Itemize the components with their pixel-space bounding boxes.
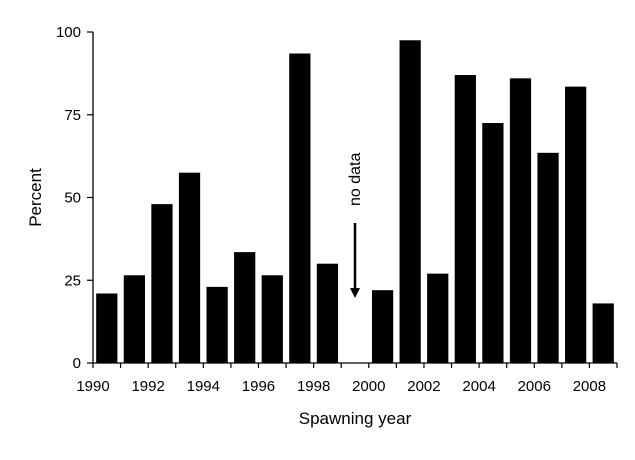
bar-1998 <box>316 263 339 363</box>
no-data-annotation: no data <box>347 153 364 206</box>
bar-2001 <box>399 40 421 363</box>
axes-layer <box>87 31 618 368</box>
bar-2000 <box>371 290 394 363</box>
x-tick-label-1996: 1996 <box>242 378 275 395</box>
bar-1992 <box>151 204 173 363</box>
x-tick-label-2004: 2004 <box>462 378 495 395</box>
x-tick-label-2006: 2006 <box>518 378 551 395</box>
bar-2006 <box>537 152 559 363</box>
annotation-layer: no data <box>347 153 364 298</box>
x-tick-label-1994: 1994 <box>187 378 220 395</box>
bars-layer <box>96 40 614 364</box>
bar-2002 <box>427 273 449 363</box>
y-axis-title: Percent <box>26 168 45 227</box>
bar-1994 <box>206 286 228 363</box>
x-tick-label-2002: 2002 <box>407 378 440 395</box>
bar-2005 <box>509 78 532 363</box>
bar-2004 <box>482 123 504 363</box>
bar-1991 <box>123 275 145 363</box>
x-tick-label-1990: 1990 <box>76 378 109 395</box>
y-tick-label-100: 100 <box>56 24 81 41</box>
bar-1996 <box>261 275 283 363</box>
bar-2007 <box>565 86 587 364</box>
y-tick-label-50: 50 <box>64 190 81 207</box>
x-tick-label-2008: 2008 <box>573 378 606 395</box>
x-axis-title: Spawning year <box>299 409 412 428</box>
y-tick-label-75: 75 <box>64 107 81 124</box>
x-tick-label-2000: 2000 <box>352 378 385 395</box>
y-tick-label-25: 25 <box>64 272 81 289</box>
bar-1995 <box>234 252 256 363</box>
y-tick-label-0: 0 <box>73 355 81 372</box>
bar-1993 <box>178 172 201 363</box>
bar-2003 <box>454 75 476 363</box>
bar-1990 <box>96 293 118 363</box>
bar-2008 <box>592 303 614 363</box>
x-tick-label-1992: 1992 <box>131 378 164 395</box>
bar-1997 <box>289 53 311 363</box>
x-tick-label-1998: 1998 <box>297 378 330 395</box>
labels-layer: 0 25 50 75 100 1990 1992 1994 1996 1998 2000 2002 20… <box>26 24 606 428</box>
